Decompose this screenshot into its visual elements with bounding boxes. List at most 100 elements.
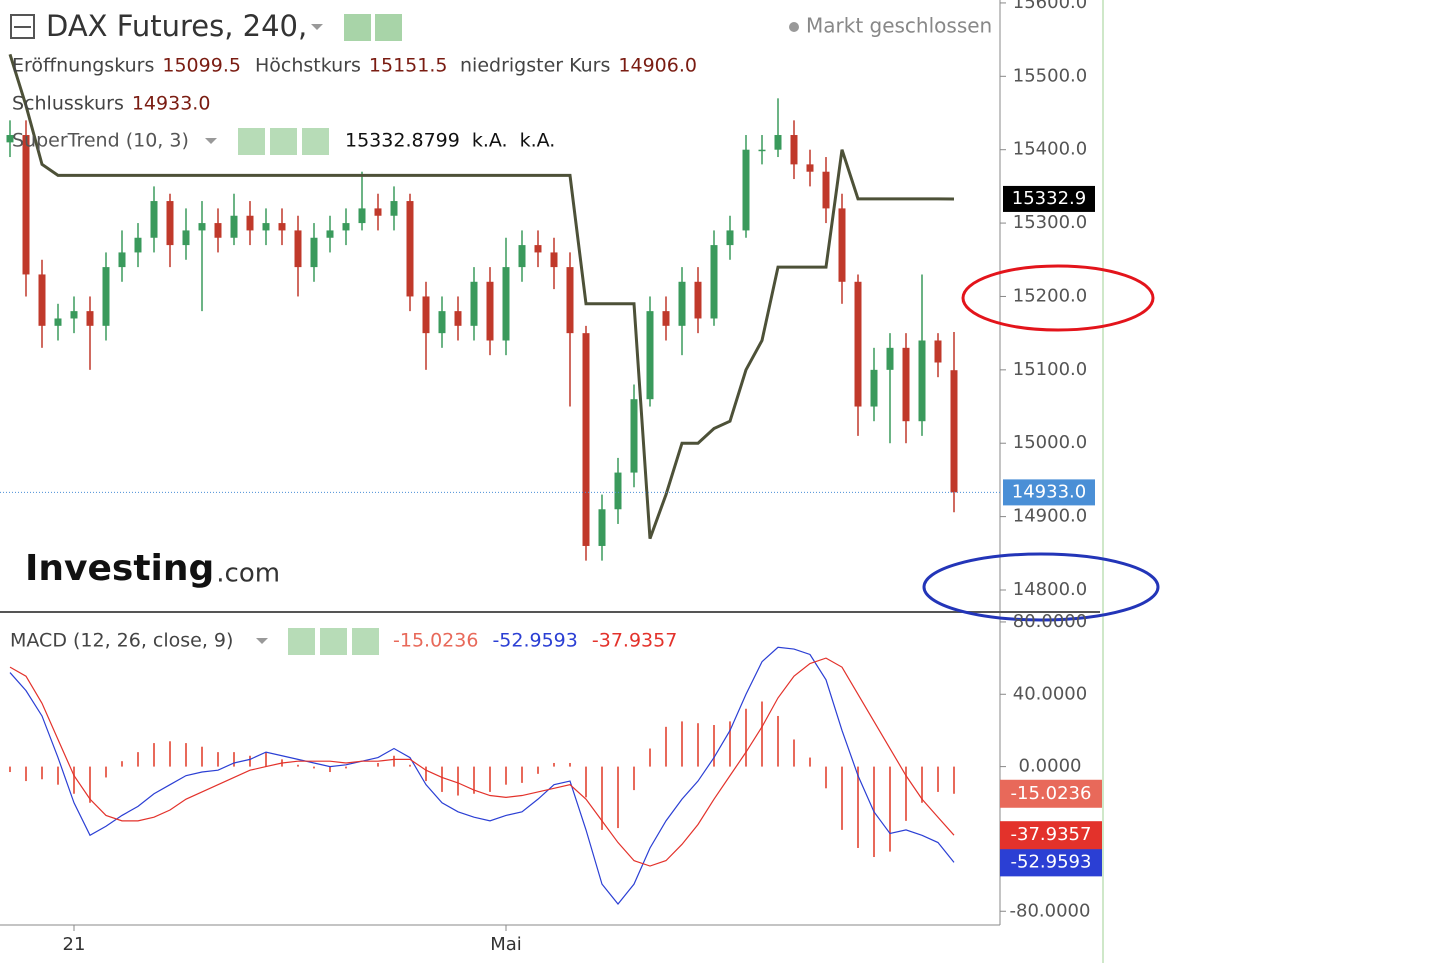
value-marker xyxy=(1000,779,1102,808)
candle-body xyxy=(406,201,414,297)
candle-body xyxy=(502,267,510,341)
histogram-bar xyxy=(601,766,603,830)
candle-body xyxy=(710,245,718,319)
gear-icon[interactable] xyxy=(375,14,402,41)
histogram-bar xyxy=(457,766,459,796)
histogram-bar xyxy=(537,766,539,774)
histogram-bar xyxy=(233,752,235,767)
candle-body xyxy=(822,171,830,209)
histogram-bar xyxy=(121,761,123,767)
dropdown-arrow[interactable] xyxy=(205,138,217,144)
candle-body xyxy=(518,245,526,268)
histogram-bar xyxy=(761,701,763,767)
histogram-bar xyxy=(857,766,859,848)
candle-body xyxy=(342,223,350,231)
candle-body xyxy=(886,347,894,370)
candle-body xyxy=(102,267,110,326)
price-marker-label: 15332.9 xyxy=(1012,188,1086,209)
histogram-bar xyxy=(809,757,811,767)
histogram-bar xyxy=(201,746,203,767)
market-status: Markt geschlossen xyxy=(806,14,992,38)
histogram-bar xyxy=(425,766,427,782)
collapse-icon[interactable] xyxy=(10,14,35,39)
candle-body xyxy=(550,252,558,268)
logo-suffix: .com xyxy=(216,559,280,589)
readout-value: 14933.0 xyxy=(132,93,211,115)
histogram-bar xyxy=(697,723,699,767)
candle-body xyxy=(694,281,702,319)
candle-body xyxy=(54,318,62,326)
y-tick-label: 15600.0 xyxy=(1013,0,1087,13)
histogram-bar xyxy=(41,766,43,780)
candle-body xyxy=(630,399,638,473)
y-tick-label: 15300.0 xyxy=(1013,212,1087,233)
price-marker xyxy=(1003,479,1095,506)
y-tick-label: 15100.0 xyxy=(1013,359,1087,380)
y-tick-label: 0.0000 xyxy=(1019,756,1082,777)
macd-readout: -37.9357 xyxy=(592,630,677,652)
remove-icon[interactable] xyxy=(352,628,379,655)
y-tick-label: 15000.0 xyxy=(1013,432,1087,453)
macd-title: MACD (12, 26, close, 9) xyxy=(10,630,233,652)
candle-body xyxy=(918,340,926,422)
candle-body xyxy=(422,296,430,334)
candle-body xyxy=(454,311,462,326)
candle-body xyxy=(598,509,606,546)
candle-body xyxy=(6,135,14,143)
histogram-bar xyxy=(585,766,587,798)
value-marker-label: -15.0236 xyxy=(1011,783,1092,804)
histogram-bar xyxy=(377,762,379,767)
readout-value: 15151.5 xyxy=(369,55,448,77)
supertrend-line xyxy=(8,53,955,540)
histogram-bar xyxy=(217,752,219,767)
candle-body xyxy=(134,237,142,253)
macd-readout: -15.0236 xyxy=(393,630,478,652)
dropdown-arrow[interactable] xyxy=(311,24,323,30)
histogram-bar xyxy=(505,766,507,785)
histogram-bar xyxy=(521,766,523,783)
histogram-bar xyxy=(441,766,443,792)
candle-body xyxy=(614,472,622,510)
gear-icon[interactable] xyxy=(320,628,347,655)
histogram-bar xyxy=(137,752,139,767)
eye-icon[interactable] xyxy=(238,128,265,155)
y-tick-label: 40.0000 xyxy=(1013,683,1087,704)
title-icons[interactable] xyxy=(344,14,402,41)
eye-icon[interactable] xyxy=(288,628,315,655)
histogram-bar xyxy=(905,766,907,821)
candle-body xyxy=(534,245,542,253)
indicator-value: 15332.8799 xyxy=(345,130,460,152)
dropdown-arrow[interactable] xyxy=(256,638,268,644)
remove-icon[interactable] xyxy=(302,128,329,155)
histogram-bar xyxy=(569,762,571,767)
logo-brand: Investing xyxy=(25,548,214,589)
annotation-ellipse xyxy=(922,552,1160,622)
y-tick-label: 80.0000 xyxy=(1013,611,1087,632)
readout-label: Schlusskurs xyxy=(12,93,124,115)
candle-body xyxy=(310,237,318,268)
candle-body xyxy=(470,281,478,326)
histogram-bar xyxy=(345,766,347,769)
gear-icon[interactable] xyxy=(270,128,297,155)
candle-body xyxy=(662,311,670,326)
macd-line xyxy=(9,646,955,905)
candle-body xyxy=(374,208,382,216)
value-marker xyxy=(1000,821,1102,850)
candle-body xyxy=(646,311,654,400)
histogram-bar xyxy=(473,766,475,794)
candle-body xyxy=(86,311,94,326)
histogram-bar xyxy=(185,743,187,767)
value-marker-label: -52.9593 xyxy=(1011,851,1092,872)
candle-body xyxy=(934,340,942,363)
eye-icon[interactable] xyxy=(344,14,371,41)
histogram-bar xyxy=(153,743,155,767)
histogram-bar xyxy=(921,766,923,803)
macd-icons[interactable] xyxy=(256,628,379,655)
histogram-bar xyxy=(265,752,267,767)
candle-body xyxy=(38,274,46,326)
candle-body xyxy=(246,215,254,231)
supertrend-icons[interactable] xyxy=(205,128,329,155)
histogram-bar xyxy=(57,766,59,785)
macd-line xyxy=(9,657,955,867)
